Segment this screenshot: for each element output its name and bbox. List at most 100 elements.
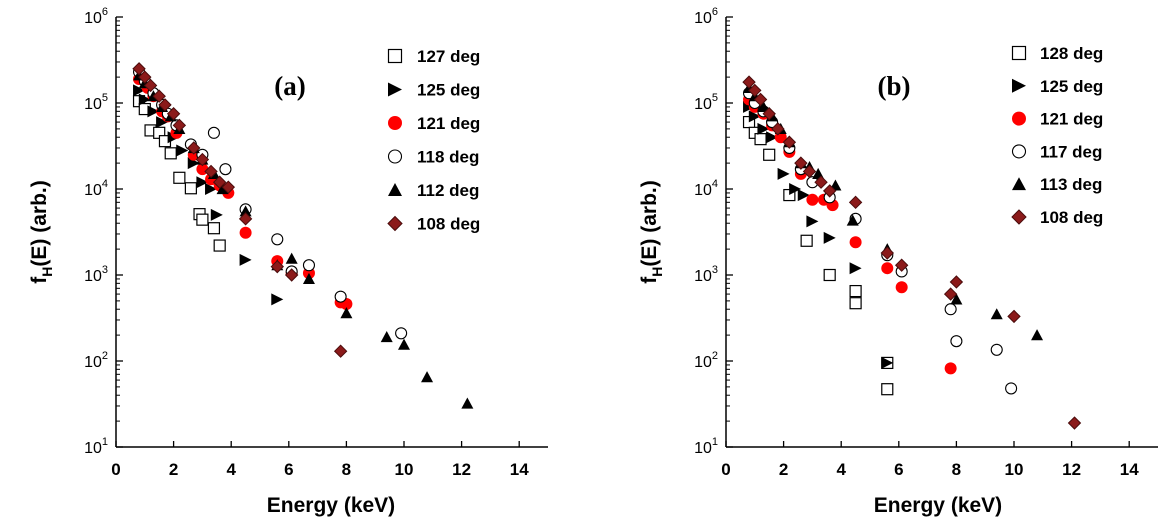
data-point <box>143 78 158 93</box>
data-point <box>284 268 299 282</box>
x-tick-label: 10 <box>395 460 414 479</box>
legend-label: 113 deg <box>1040 175 1102 194</box>
legend-marker <box>388 82 402 97</box>
data-point <box>806 193 819 206</box>
data-point <box>950 335 963 348</box>
legend-marker <box>1011 45 1027 61</box>
data-point <box>380 331 393 343</box>
series-triangle-right <box>743 100 894 369</box>
data-point <box>849 236 862 249</box>
x-tick-label: 8 <box>342 460 351 479</box>
y-axis-label: fH(E) (arb.) <box>28 180 55 283</box>
data-point <box>762 107 776 121</box>
legend-marker <box>387 48 403 64</box>
data-point <box>944 362 957 375</box>
data-point <box>757 100 770 113</box>
data-point <box>207 126 220 139</box>
data-point <box>196 213 209 226</box>
data-point <box>814 175 828 189</box>
data-point <box>219 163 232 176</box>
data-point <box>849 297 862 310</box>
data-point <box>285 252 298 264</box>
legend-marker <box>1012 78 1026 93</box>
data-point <box>849 262 862 275</box>
data-point <box>205 183 218 195</box>
y-tick-label: 106 <box>694 6 718 27</box>
legend-marker <box>1012 111 1026 126</box>
data-point <box>187 141 201 155</box>
x-tick-label: 8 <box>952 460 961 479</box>
legend-label: 118 deg <box>417 148 479 167</box>
data-point <box>147 105 160 118</box>
y-tick-label: 102 <box>694 350 718 371</box>
data-point <box>753 92 768 107</box>
y-tick-label: 106 <box>84 6 108 27</box>
data-point <box>213 239 226 252</box>
legend: 128 deg 125 deg 121 deg 117 deg 113 deg 108 d… <box>1011 44 1103 227</box>
series-diamond-filled <box>132 62 348 358</box>
data-point <box>789 183 802 195</box>
y-tick-label: 103 <box>694 264 718 285</box>
data-point <box>763 148 776 161</box>
y-tick-label: 105 <box>84 92 108 113</box>
x-tick-label: 0 <box>111 460 120 479</box>
legend-label: 117 deg <box>1040 142 1102 161</box>
data-point <box>848 195 863 210</box>
data-point <box>221 180 236 194</box>
data-point <box>302 259 316 272</box>
panel-label: (b) <box>878 71 911 101</box>
data-point <box>1067 416 1082 430</box>
data-point <box>156 116 169 129</box>
data-point <box>158 98 172 112</box>
data-point <box>302 272 315 285</box>
data-point <box>748 110 761 123</box>
data-point <box>1007 309 1021 324</box>
x-tick-label: 12 <box>1062 460 1081 479</box>
legend-marker <box>388 116 402 130</box>
data-point <box>894 258 909 272</box>
data-point <box>239 226 252 239</box>
legend-marker <box>387 149 403 164</box>
data-point <box>195 152 210 167</box>
data-point <box>239 205 252 217</box>
data-point <box>173 171 186 184</box>
data-point <box>132 62 146 76</box>
data-point <box>943 287 958 301</box>
data-point <box>210 208 223 221</box>
data-point <box>196 176 209 189</box>
x-tick-label: 4 <box>226 460 236 479</box>
data-point <box>207 222 221 235</box>
data-point <box>782 135 797 149</box>
data-point <box>204 164 218 179</box>
data-point <box>340 307 353 319</box>
y-tick-label: 105 <box>694 92 718 113</box>
chart-panel-1: 0 2 4 6 8 10 12 14 101 102 103 104 105 106 Energy (keV… <box>28 6 548 517</box>
data-point <box>823 231 836 244</box>
data-point <box>822 184 837 198</box>
data-point <box>421 371 434 383</box>
x-tick-label: 14 <box>510 460 529 479</box>
data-point <box>802 164 817 179</box>
data-point <box>270 259 284 274</box>
legend-label: 112 deg <box>417 181 479 200</box>
data-point <box>880 246 894 260</box>
chart-panel-2: 0 2 4 6 8 10 12 14 101 102 103 104 105 106 Energy (keV… <box>638 6 1158 517</box>
y-tick-label: 101 <box>694 436 718 457</box>
legend-marker <box>388 183 402 196</box>
series-triangle-up <box>743 81 1044 341</box>
legend-label: 128 deg <box>1040 44 1103 63</box>
x-tick-label: 12 <box>452 460 471 479</box>
data-point <box>166 107 181 121</box>
series-circle-open <box>132 65 408 340</box>
data-point <box>794 156 808 170</box>
data-point <box>333 344 348 358</box>
series-triangle-right <box>133 84 284 306</box>
x-axis-label: Energy (keV) <box>267 494 395 517</box>
legend-label: 125 deg <box>417 81 480 100</box>
series-diamond-filled <box>742 75 1082 430</box>
x-tick-label: 0 <box>721 460 730 479</box>
data-point <box>1005 382 1018 395</box>
data-point <box>846 214 859 226</box>
legend-marker <box>1011 144 1027 159</box>
